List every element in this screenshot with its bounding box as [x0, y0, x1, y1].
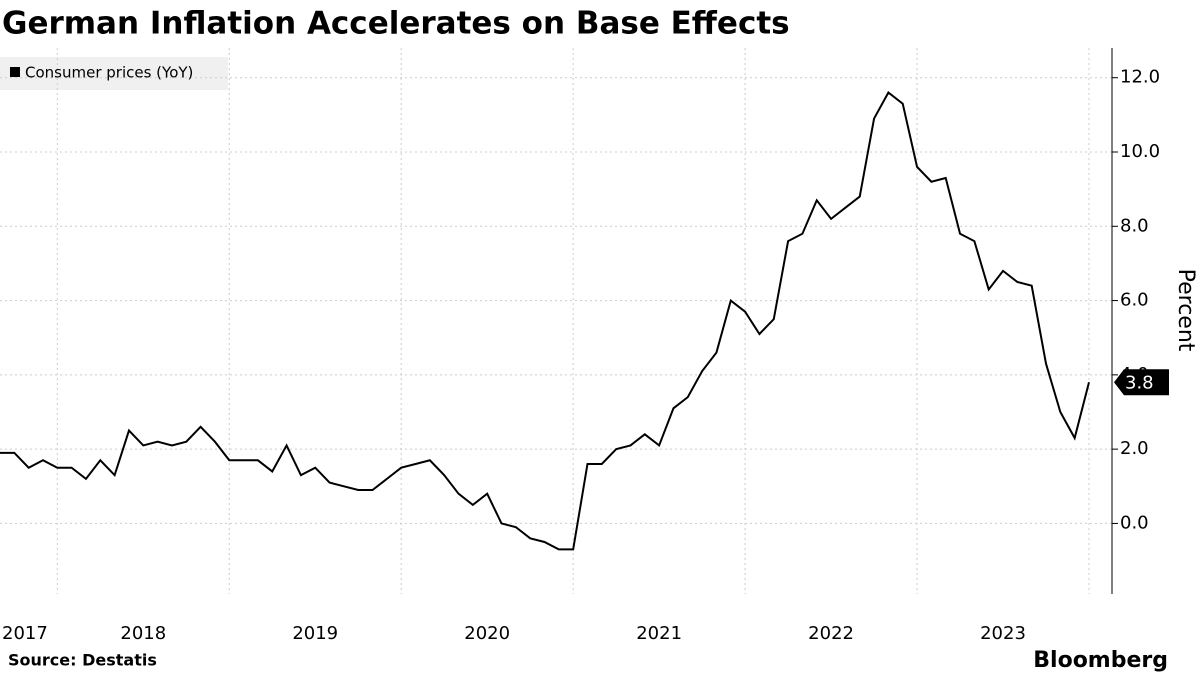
- y-tick-label: 0.0: [1120, 512, 1149, 533]
- x-tick-label: 2019: [292, 623, 338, 644]
- brand: Bloomberg: [1033, 648, 1168, 673]
- legend-label: Consumer prices (YoY): [25, 64, 193, 82]
- legend-box: [0, 57, 228, 90]
- x-tick-label: 2020: [464, 623, 510, 644]
- value-label: 3.8: [1125, 372, 1154, 393]
- x-tick-label: 2018: [120, 623, 166, 644]
- x-tick-label: 2022: [808, 623, 854, 644]
- y-tick-label: 8.0: [1120, 215, 1149, 236]
- line: [0, 91, 1090, 551]
- y-tick-label: 12.0: [1120, 67, 1160, 88]
- y-tick-label: 2.0: [1120, 438, 1149, 459]
- source: Source: Destatis: [8, 651, 157, 670]
- y-axis-label: Percent: [1173, 269, 1198, 352]
- x-tick-label: 2023: [980, 623, 1026, 644]
- y-tick-label: 6.0: [1120, 290, 1149, 311]
- value-tag: [1114, 369, 1169, 396]
- x-tick-label: 2021: [636, 623, 682, 644]
- legend-swatch: [10, 67, 20, 77]
- x-tick-label: 2017: [2, 623, 48, 644]
- y-tick-label: 10.0: [1120, 141, 1160, 162]
- chart-title: German Inflation Accelerates on Base Eff…: [2, 6, 790, 42]
